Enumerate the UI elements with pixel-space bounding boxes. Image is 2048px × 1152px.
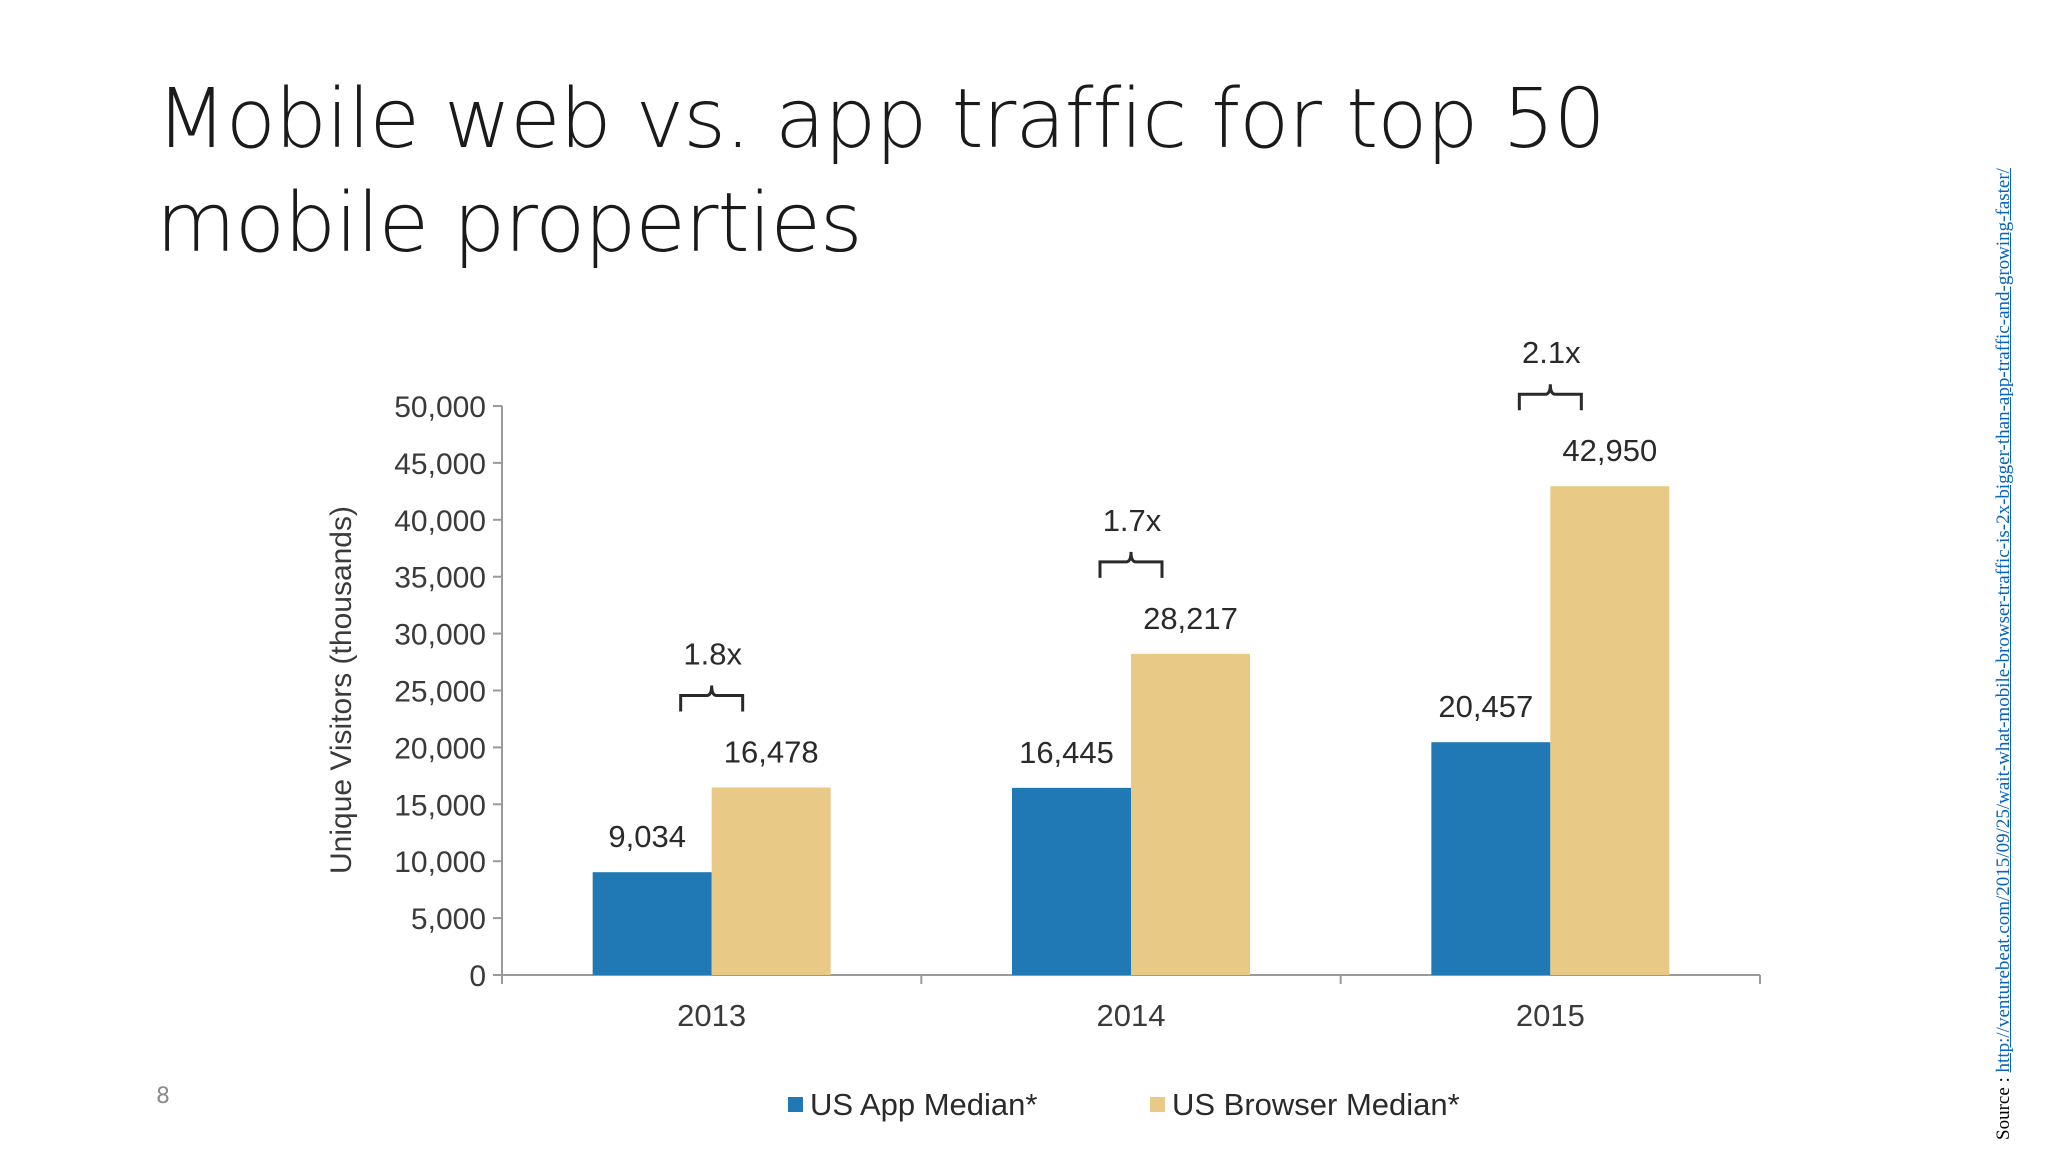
data-label: 28,217	[1143, 601, 1238, 636]
bar-browser-median	[1131, 653, 1250, 975]
data-label: 16,478	[724, 734, 819, 769]
x-tick-label: 2013	[677, 998, 746, 1033]
bar-browser-median	[711, 787, 831, 975]
ratio-label: 1.8x	[683, 636, 742, 671]
data-label: 42,950	[1562, 433, 1657, 468]
legend-label: US Browser Median*	[1172, 1087, 1460, 1122]
bar-app-median	[592, 872, 712, 975]
bar-browser-median	[1550, 486, 1670, 975]
y-axis: 0 5,000 10,000 15,000 20,000 25,000 30,000 35,0…	[394, 391, 503, 993]
y-tick-label: 25,000	[394, 676, 486, 709]
ratio-bracket	[679, 685, 745, 712]
legend-label: US App Median*	[810, 1087, 1037, 1122]
legend-swatch	[1150, 1097, 1165, 1112]
legend-swatch	[788, 1097, 803, 1112]
y-tick-label: 0	[469, 960, 486, 993]
y-tick-label: 40,000	[394, 505, 486, 538]
x-axis: 2013 2014 2015	[501, 974, 1761, 1033]
ratio-label: 1.7x	[1103, 503, 1162, 538]
data-label: 9,034	[608, 819, 686, 854]
y-tick-label: 20,000	[394, 732, 486, 765]
source-link[interactable]: http://venturebeat.com/2015/09/25/wait-w…	[1993, 168, 2014, 1073]
source-label: Source :	[1993, 1077, 2014, 1140]
y-tick-label: 5,000	[411, 903, 486, 936]
data-label: 20,457	[1438, 689, 1533, 724]
y-tick-label: 10,000	[394, 846, 486, 879]
data-labels: 9,034 16,478 16,445 28,217 20,457 42,950	[608, 433, 1657, 854]
data-label: 16,445	[1019, 735, 1114, 770]
y-tick-label: 50,000	[394, 391, 486, 424]
ratio-annotations: 1.8x 1.7x 2.1x	[679, 335, 1583, 712]
ratio-bracket	[1098, 551, 1164, 578]
ratio-label: 2.1x	[1522, 335, 1581, 370]
page-number: 8	[156, 1084, 170, 1109]
y-tick-label: 35,000	[394, 562, 486, 595]
source-note: Source : http://venturebeat.com/2015/09/…	[1990, 30, 2018, 1140]
slide-title: Mobile web vs. app traffic for top 50 mo…	[156, 72, 1606, 271]
y-tick-label: 45,000	[394, 448, 486, 481]
y-tick-label: 15,000	[394, 789, 486, 822]
x-tick-label: 2015	[1516, 998, 1585, 1033]
legend: US App Median* US Browser Median*	[788, 1087, 1460, 1122]
bars	[592, 486, 1670, 975]
x-tick-label: 2014	[1097, 998, 1166, 1033]
ratio-bracket	[1517, 384, 1583, 411]
bar-app-median	[1012, 787, 1131, 975]
y-axis-title: Unique Visitors (thousands)	[325, 506, 358, 874]
bar-app-median	[1431, 742, 1551, 975]
y-tick-label: 30,000	[394, 619, 486, 652]
